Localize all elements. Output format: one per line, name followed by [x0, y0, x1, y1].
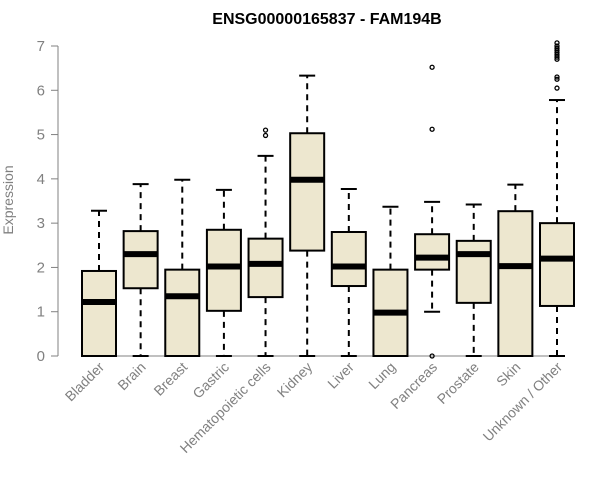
boxes: [81, 40, 575, 359]
iqr-box: [247, 237, 284, 299]
box-group-bladder: [81, 209, 117, 358]
y-tick-label: 2: [37, 259, 45, 276]
outlier-point: [429, 126, 435, 132]
box-group-breast: [164, 178, 201, 357]
x-tick-label: Bladder: [62, 359, 108, 405]
box-group-prostate: [455, 203, 492, 357]
box-group-gastric: [205, 188, 242, 357]
x-tick-label: Breast: [150, 359, 190, 399]
y-tick-label: 4: [37, 171, 45, 188]
iqr-box: [330, 231, 367, 288]
box-group-unknown-other: [539, 40, 575, 357]
outlier-point: [554, 74, 560, 80]
box-group-hematopoietic-cells: [247, 127, 284, 357]
iqr-box: [164, 268, 201, 357]
outlier-point: [554, 40, 560, 46]
outlier-point: [262, 127, 269, 133]
box-group-skin: [497, 183, 534, 357]
iqr-box: [81, 269, 117, 358]
iqr-box: [497, 210, 534, 357]
iqr-box: [455, 239, 492, 304]
outlier-point: [554, 76, 560, 82]
y-tick-label: 3: [37, 215, 45, 232]
y-tick-label: 6: [37, 82, 45, 99]
x-tick-label: Unknown / Other: [480, 359, 566, 445]
box-group-lung: [372, 205, 409, 357]
x-tick-label: Liver: [324, 359, 357, 392]
box-group-kidney: [289, 74, 326, 357]
iqr-box: [414, 233, 451, 271]
y-tick-label: 7: [37, 38, 45, 55]
iqr-box: [205, 228, 242, 312]
x-tick-label: Skin: [493, 359, 524, 390]
x-tick-label: Kidney: [274, 359, 316, 401]
y-tick-label: 0: [37, 348, 45, 365]
iqr-box: [289, 132, 326, 252]
y-ticks: 0 1 2 3 4 5 6 7: [37, 38, 58, 365]
x-tick-label: Brain: [114, 359, 148, 393]
outlier-point: [429, 353, 435, 359]
box-group-brain: [122, 183, 159, 357]
iqr-box: [539, 222, 575, 307]
box-group-liver: [330, 188, 367, 357]
y-tick-label: 5: [37, 127, 45, 144]
outlier-point: [554, 85, 560, 91]
chart-title: ENSG00000165837 - FAM194B: [212, 11, 441, 28]
outlier-point: [554, 45, 560, 51]
box-group-pancreas: [414, 64, 451, 359]
x-tick-label: Lung: [365, 359, 398, 392]
outlier-point: [429, 64, 435, 70]
outlier-point: [554, 43, 560, 49]
iqr-box: [122, 230, 159, 290]
x-tick-label: Prostate: [434, 359, 482, 407]
outlier-point: [262, 132, 269, 139]
y-tick-label: 1: [37, 304, 45, 321]
y-axis-label: Expression: [0, 165, 16, 234]
